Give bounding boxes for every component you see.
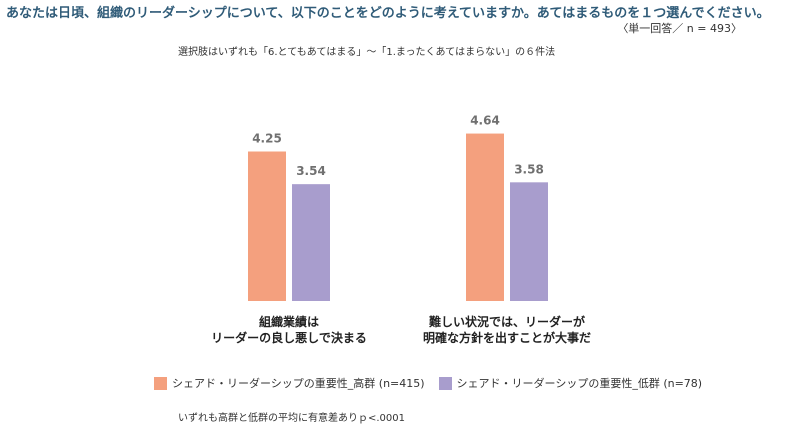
answer-note: 〈単一回答／ n = 493〉 <box>617 22 742 35</box>
category-label-1-line-1: 明確な方針を出すことが大事だ <box>423 330 591 345</box>
legend-label-high: シェアド・リーダーシップの重要性_高群 (n=415) <box>172 377 425 390</box>
category-label-1-line-0: 難しい状況では、リーダーが <box>429 314 585 329</box>
bar-low-0 <box>292 184 330 301</box>
legend-item-low: シェアド・リーダーシップの重要性_低群 (n=78) <box>438 375 703 391</box>
category-label-0-line-0: 組織業績は <box>259 314 319 329</box>
bar-high-1 <box>466 133 504 301</box>
bar-low-1 <box>510 182 548 301</box>
value-label-high-1: 4.64 <box>470 114 500 128</box>
value-label-high-0: 4.25 <box>252 132 282 146</box>
bar-high-0 <box>248 151 286 301</box>
value-label-low-0: 3.54 <box>296 164 326 178</box>
category-label-0-line-1: リーダーの良し悪しで決まる <box>211 330 367 345</box>
scale-note: 選択肢はいずれも「6.とてもあてはまる」〜「1.まったくあてはまらない」の６件法 <box>178 47 556 58</box>
legend-swatch-low <box>438 376 452 390</box>
question-text: あなたは日頃、組織のリーダーシップについて、以下のことをどのように考えていますか… <box>6 6 770 21</box>
legend: シェアド・リーダーシップの重要性_高群 (n=415) シェアド・リーダーシップ… <box>154 375 716 391</box>
value-label-low-1: 3.58 <box>514 162 544 176</box>
legend-item-high: シェアド・リーダーシップの重要性_高群 (n=415) <box>154 375 425 391</box>
footnote: いずれも高群と低群の平均に有意差ありｐ<.0001 <box>178 413 406 424</box>
legend-swatch-high <box>154 376 167 390</box>
legend-label-low: シェアド・リーダーシップの重要性_低群 (n=78) <box>456 377 703 390</box>
